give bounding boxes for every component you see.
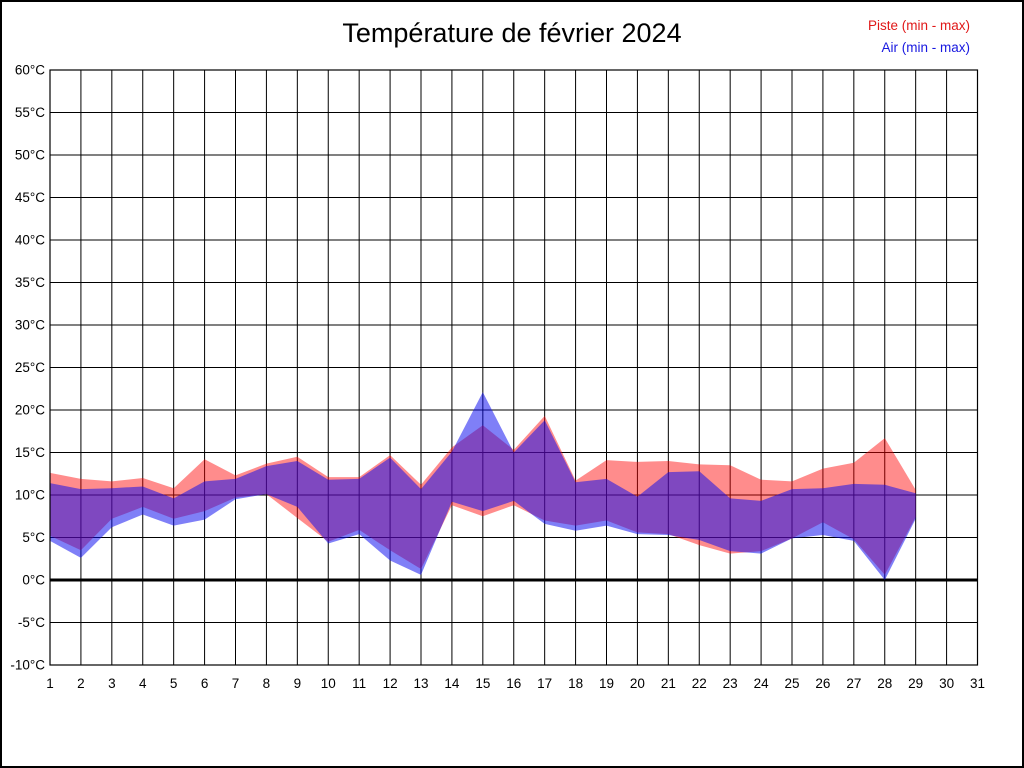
x-tick-label: 6 — [201, 676, 209, 691]
x-tick-label: 8 — [263, 676, 271, 691]
air-minmax-band — [50, 392, 916, 580]
y-tick-label: 40°C — [15, 233, 45, 248]
x-tick-label: 20 — [630, 676, 645, 691]
chart-legend: Piste (min - max) Air (min - max) — [868, 15, 970, 59]
x-tick-label: 22 — [692, 676, 707, 691]
x-tick-label: 4 — [139, 676, 147, 691]
x-tick-label: 24 — [754, 676, 770, 691]
x-tick-label: 7 — [232, 676, 240, 691]
x-tick-label: 29 — [908, 676, 923, 691]
x-tick-label: 18 — [568, 676, 583, 691]
y-tick-label: 20°C — [15, 403, 45, 418]
y-tick-label: -10°C — [10, 658, 45, 673]
y-tick-label: 25°C — [15, 360, 45, 375]
x-tick-label: 15 — [475, 676, 490, 691]
x-tick-label: 28 — [877, 676, 892, 691]
y-tick-label: -5°C — [18, 615, 45, 630]
x-tick-label: 16 — [506, 676, 521, 691]
x-tick-label: 30 — [939, 676, 954, 691]
x-tick-label: 1 — [46, 676, 54, 691]
x-tick-label: 10 — [321, 676, 336, 691]
x-tick-label: 17 — [537, 676, 552, 691]
y-tick-label: 50°C — [15, 148, 45, 163]
y-tick-label: 30°C — [15, 318, 45, 333]
legend-entry-piste: Piste (min - max) — [867, 18, 970, 33]
x-tick-label: 3 — [108, 676, 116, 691]
x-tick-label: 9 — [294, 676, 302, 691]
x-tick-label: 12 — [383, 676, 398, 691]
legend-entry-air: Air (min - max) — [881, 40, 971, 55]
y-tick-label: 45°C — [15, 190, 45, 205]
y-tick-label: 5°C — [22, 530, 45, 545]
y-tick-label: 35°C — [15, 275, 45, 290]
x-tick-label: 27 — [846, 676, 861, 691]
x-tick-label: 23 — [723, 676, 738, 691]
y-tick-label: 10°C — [15, 488, 45, 503]
x-tick-label: 13 — [413, 676, 428, 691]
x-tick-label: 2 — [77, 676, 85, 691]
x-tick-label: 5 — [170, 676, 178, 691]
y-tick-label: 55°C — [15, 105, 45, 120]
chart-title: Température de février 2024 — [342, 18, 682, 48]
x-tick-label: 31 — [970, 676, 985, 691]
x-tick-label: 11 — [352, 676, 366, 691]
x-tick-label: 14 — [444, 676, 460, 691]
y-tick-label: 60°C — [15, 63, 45, 78]
plot-border — [49, 69, 979, 666]
x-tick-label: 21 — [661, 676, 676, 691]
x-tick-label: 26 — [815, 676, 830, 691]
x-tick-label: 25 — [784, 676, 799, 691]
x-tick-label: 19 — [599, 676, 614, 691]
y-tick-label: 15°C — [15, 445, 45, 460]
y-tick-label: 0°C — [22, 573, 45, 588]
